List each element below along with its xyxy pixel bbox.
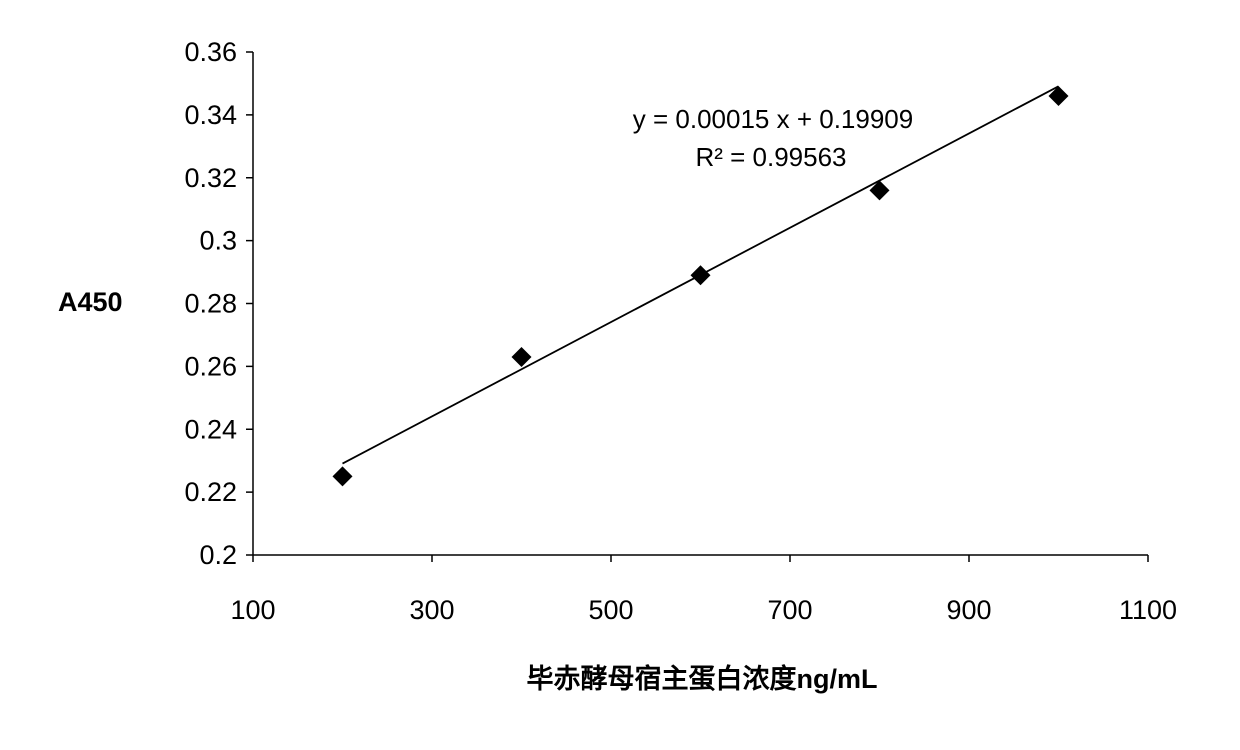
y-tick-label: 0.32 [184, 163, 237, 193]
x-tick-label: 100 [230, 595, 275, 625]
x-tick-label: 700 [767, 595, 812, 625]
y-tick-label: 0.34 [184, 100, 237, 130]
y-tick-label: 0.2 [199, 540, 237, 570]
x-tick-label: 900 [946, 595, 991, 625]
trendline-equation: y = 0.00015 x + 0.19909 [633, 104, 913, 134]
x-tick-label: 300 [409, 595, 454, 625]
y-tick-label: 0.26 [184, 351, 237, 381]
y-tick-label: 0.28 [184, 289, 237, 319]
y-tick-label: 0.24 [184, 414, 237, 444]
r-squared-label: R² = 0.99563 [695, 142, 846, 172]
data-point-diamond [333, 466, 353, 486]
data-point-diamond [691, 265, 711, 285]
data-point-diamond [512, 347, 532, 367]
y-tick-label: 0.36 [184, 37, 237, 67]
x-tick-label: 500 [588, 595, 633, 625]
y-tick-label: 0.3 [199, 226, 237, 256]
y-tick-label: 0.22 [184, 477, 237, 507]
x-tick-label: 1100 [1119, 595, 1177, 625]
x-axis-title: 毕赤酵母宿主蛋白浓度ng/mL [527, 663, 878, 694]
y-axis-title: A450 [58, 287, 123, 317]
